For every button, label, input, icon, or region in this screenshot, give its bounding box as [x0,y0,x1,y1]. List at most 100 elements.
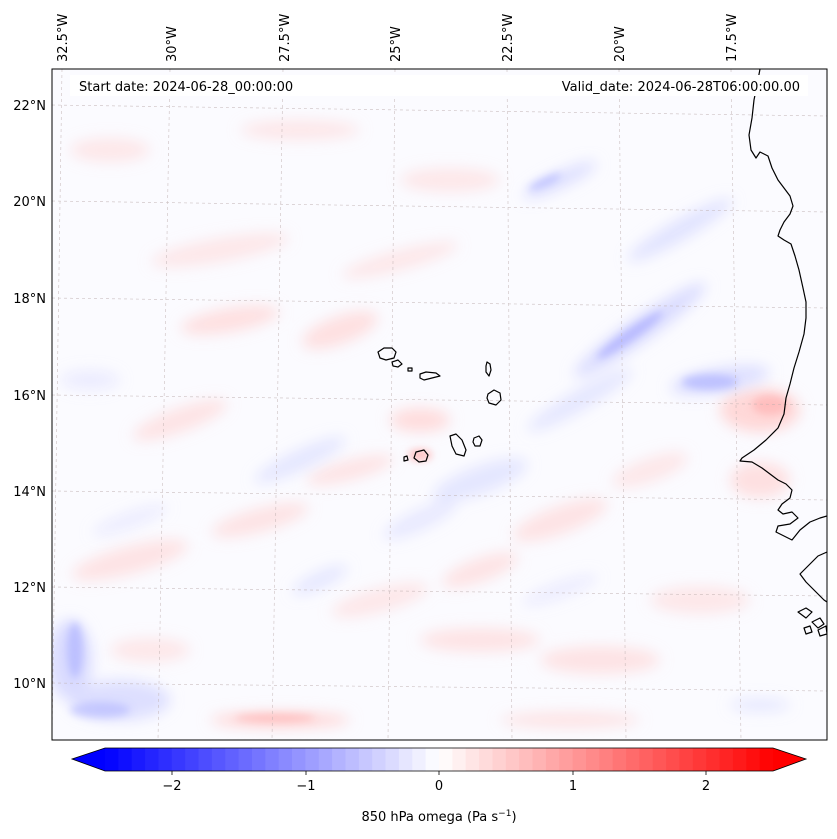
colorbar-cell [211,748,226,771]
island-santo-antao [377,347,397,361]
colorbar-cell [452,748,467,771]
map-panel: Start date: 2024-06-28_00:00:00 Valid_da… [51,68,828,741]
colorbar-ticks [171,771,707,775]
colorbar-cell [545,748,560,771]
colorbar-cell [612,748,627,771]
meridian-line [730,69,742,740]
colorbar-cell [185,748,200,771]
meridian-line [506,69,513,740]
colorbar-cell [345,748,360,771]
colorbar-cell [118,748,133,771]
colorbar-cell [692,748,707,771]
colorbar-cell [572,748,587,771]
africa-coastline-south [799,551,827,603]
colorbar-cell [332,748,347,771]
date-banner: Start date: 2024-06-28_00:00:00 Valid_da… [70,75,808,96]
meridian-line [387,69,396,740]
island-sao-vicente [391,359,403,368]
colorbar-tick-label: −2 [162,779,181,794]
colorbar-cell [599,748,614,771]
start-date-label: Start date: 2024-06-28_00:00:00 [79,80,293,95]
graticule [52,69,827,740]
colorbar-cell [278,748,293,771]
lat-label: 16°N [13,389,46,404]
colorbar-tick-label: −1 [296,779,315,794]
colorbar-tick-label: 2 [702,779,710,794]
colorbar-title: 850 hPa omega (Pa s−1) [361,809,516,825]
island-santiago [449,433,467,457]
longitude-labels: 32.5°W 30°W 27.5°W 25°W 22.5°W 20°W 17.5… [56,14,740,62]
colorbar-title-sup: −1 [498,809,511,819]
colorbar-tick-label: 0 [435,779,443,794]
colorbar-cell [666,748,681,771]
lon-label: 27.5°W [278,14,293,62]
colorbar-cell [372,748,387,771]
colorbar-cell [465,748,480,771]
colorbar-cell [358,748,373,771]
bijagos-islands [797,607,827,637]
island-santa-luzia [407,367,413,372]
meridian-line [52,69,63,740]
colorbar-cell [439,748,453,771]
lat-label: 14°N [13,485,46,500]
colorbar-cell [238,748,253,771]
colorbar-cell [759,748,774,771]
colorbar-cell [385,748,400,771]
colorbar-cell [131,748,146,771]
colorbar-cell [171,748,186,771]
latitude-labels: 22°N 20°N 18°N 16°N 14°N 12°N 10°N [13,99,46,692]
colorbar-low-extend [72,748,105,771]
colorbar-cell [398,748,413,771]
colorbar-cell [706,748,721,771]
colorbar-cell [732,748,747,771]
colorbar-cell [519,748,534,771]
island-brava [403,455,409,462]
lat-label: 18°N [13,292,46,307]
colorbar-cell [225,748,240,771]
colorbar-cell [198,748,213,771]
valid-date-label: Valid_date: 2024-06-28T06:00:00.00 [562,80,800,95]
colorbar-cell [412,748,427,771]
lat-label: 12°N [13,581,46,596]
colorbar-cell [559,748,574,771]
lon-label: 22.5°W [501,14,516,62]
island-sao-nicolau [419,371,441,381]
colorbar-cell [492,748,507,771]
colorbar-cell [105,748,119,771]
colorbar-cell [652,748,667,771]
colorbar-cell [719,748,734,771]
colorbar-cell [265,748,280,771]
colorbar-cell [292,748,306,771]
africa-coastline [739,69,827,541]
lon-label: 25°W [389,26,404,62]
colorbar-cells [105,748,774,771]
colorbar-title-main: 850 hPa omega (Pa s [361,810,498,825]
lat-label: 10°N [13,677,46,692]
colorbar-tick-label: 1 [569,779,577,794]
island-fogo [413,449,429,463]
colorbar-title-end: ) [511,810,516,825]
lat-label: 22°N [13,99,46,114]
lon-label: 17.5°W [725,14,740,62]
map-frame [51,68,828,741]
colorbar-cell [585,748,600,771]
meridian-line [618,69,627,740]
colorbar-cell [679,748,694,771]
colorbar-cell [251,748,266,771]
colorbar-cell [425,748,440,771]
colorbar: −2 −1 0 1 2 850 hPa omega (Pa s−1) [70,747,808,825]
lon-label: 30°W [165,26,180,62]
colorbar-cell [746,748,761,771]
colorbar-cell [639,748,654,771]
coastline [377,69,827,637]
colorbar-cell [626,748,640,771]
omega-field [52,120,800,728]
colorbar-high-extend [773,748,806,771]
colorbar-cell [479,748,494,771]
lon-label: 32.5°W [56,14,71,62]
meridian-line [157,69,171,740]
meridian-line [271,69,284,740]
colorbar-cell [532,748,547,771]
colorbar-cell [305,748,320,771]
